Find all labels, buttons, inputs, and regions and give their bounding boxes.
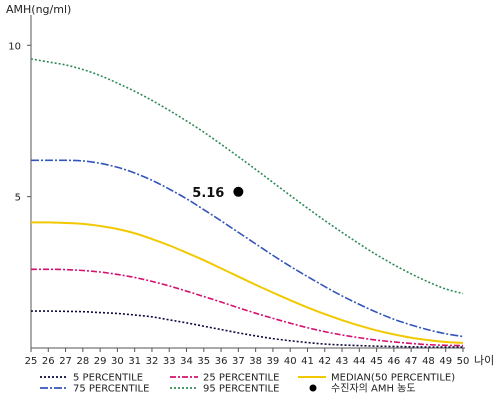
y-tick-label: 5	[15, 193, 21, 204]
x-tick-label: 45	[370, 356, 383, 367]
legend-label: MEDIAN(50 PERCENTILE)	[331, 373, 455, 384]
series-line-95-percentile	[30, 58, 464, 295]
x-tick-label: 41	[301, 356, 314, 367]
x-tick-label: 43	[336, 356, 349, 367]
x-tick-label: 47	[405, 356, 418, 367]
x-tick-label: 42	[318, 356, 331, 367]
x-tick-label: 26	[42, 356, 55, 367]
x-axis-title: 나이	[474, 354, 494, 367]
patient-amh-point	[233, 186, 244, 197]
series-line-5-percentile	[30, 310, 463, 348]
x-tick-label: 46	[388, 356, 401, 367]
x-tick-label: 39	[267, 356, 280, 367]
x-tick-label: 44	[353, 356, 366, 367]
legend-label: 75 PERCENTILE	[73, 384, 149, 395]
x-tick-label: 34	[180, 356, 193, 367]
series-line-75-percentile	[31, 159, 464, 338]
legend-label: 5 PERCENTILE	[73, 373, 143, 384]
x-tick-label: 29	[94, 356, 107, 367]
axes: 25 26 27 28 29 30 31 32 33 34 35 36 37 38 39 40 41 42 43 44…	[6, 3, 494, 367]
patient-marker: 5.16	[192, 186, 244, 201]
x-tick-label: 27	[59, 356, 72, 367]
series-line-25-percentile	[30, 268, 464, 347]
legend-marker-label: 수진자의 AMH 농도	[331, 383, 416, 395]
x-tick-label: 50	[457, 356, 470, 367]
x-tick-label: 49	[439, 356, 452, 367]
legend-label: 95 PERCENTILE	[203, 384, 279, 395]
series-line-median-50-percentile	[30, 221, 464, 344]
legend-marker-dot	[309, 384, 317, 392]
x-tick-label: 36	[215, 356, 228, 367]
x-tick-label: 32	[146, 356, 159, 367]
legend-label: 25 PERCENTILE	[203, 373, 279, 384]
patient-amh-value-label: 5.16	[192, 186, 224, 201]
x-tick-label: 37	[232, 356, 245, 367]
y-axis-title: AMH(ng/ml)	[6, 3, 71, 16]
x-tick-label: 40	[284, 356, 297, 367]
x-tick-label: 25	[25, 356, 38, 367]
x-tick-label: 30	[111, 356, 124, 367]
x-tick-label: 48	[422, 356, 435, 367]
x-tick-label: 31	[128, 356, 141, 367]
percentile-lines	[30, 58, 464, 348]
x-tick-label: 38	[249, 356, 262, 367]
y-tick-label: 10	[8, 41, 21, 52]
x-tick-label: 28	[76, 356, 89, 367]
x-tick-label: 33	[163, 356, 176, 367]
x-tick-label: 35	[197, 356, 210, 367]
